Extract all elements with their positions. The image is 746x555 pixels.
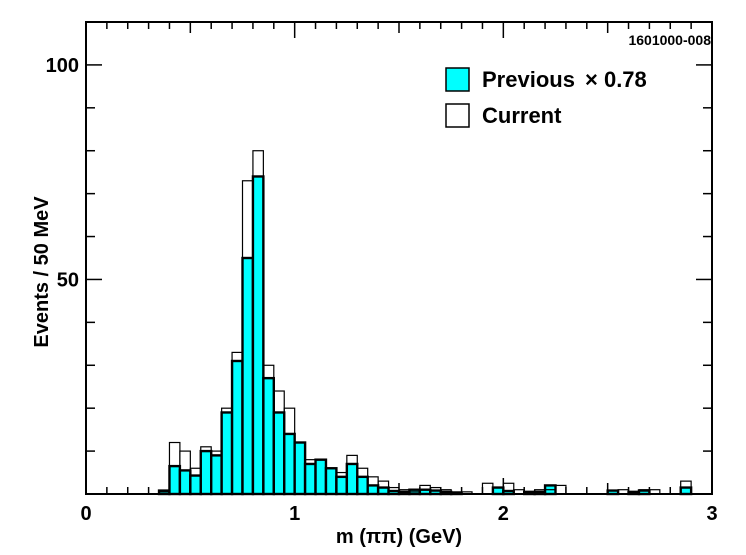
legend-swatch-current: [445, 103, 470, 128]
previous-series-bars: [157, 175, 693, 496]
y-tick-label: 50: [57, 269, 79, 291]
figure-id: 1601000-008: [628, 32, 711, 48]
previous-bar: [168, 464, 182, 496]
previous-bar: [335, 475, 349, 496]
previous-bar: [262, 376, 276, 496]
previous-bar: [220, 411, 234, 496]
previous-bar: [303, 462, 317, 496]
legend-scale-previous: × 0.78: [585, 67, 647, 92]
x-tick-label: 1: [289, 503, 300, 525]
previous-bar: [324, 467, 338, 496]
x-tick-label: 0: [80, 503, 91, 525]
axis-tick-labels: 0 1 2 3 50 100: [46, 55, 718, 525]
previous-bar: [272, 411, 286, 496]
previous-bar: [251, 175, 265, 496]
axis-ticks: [86, 22, 712, 494]
legend-label-current: Current: [482, 103, 562, 128]
y-axis-title: Events / 50 MeV: [31, 196, 53, 348]
current-bar: [481, 482, 494, 495]
previous-bar: [209, 454, 223, 496]
legend: Previous × 0.78 Current: [445, 67, 647, 128]
previous-bar: [178, 469, 192, 496]
plot-frame: [85, 21, 713, 495]
previous-bar: [283, 432, 296, 496]
previous-bar: [356, 475, 369, 496]
x-axis-title: m (ππ) (GeV): [336, 526, 462, 548]
previous-bar: [241, 256, 255, 496]
previous-bar: [293, 441, 307, 496]
y-tick-label: 100: [46, 55, 79, 77]
legend-label-previous: Previous: [482, 67, 575, 92]
previous-bar: [314, 458, 328, 496]
previous-bar: [199, 449, 213, 496]
previous-bar: [345, 462, 359, 496]
x-tick-label: 3: [706, 503, 717, 525]
previous-bar: [189, 474, 202, 496]
previous-bar: [230, 359, 244, 496]
x-tick-label: 2: [498, 503, 509, 525]
current-bar: [554, 484, 567, 495]
legend-swatch-previous: [445, 67, 470, 92]
previous-bar: [366, 484, 380, 496]
